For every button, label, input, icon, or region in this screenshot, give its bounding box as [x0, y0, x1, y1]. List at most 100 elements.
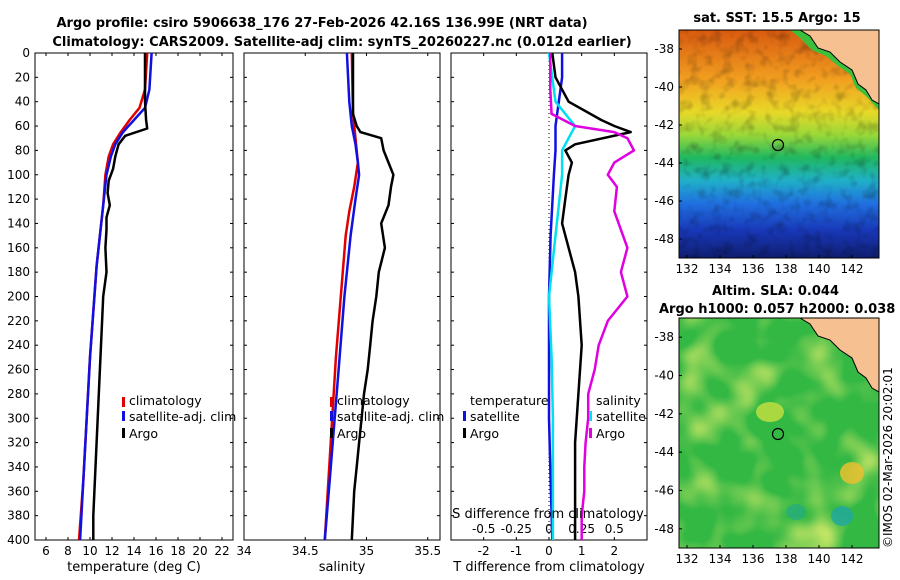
map-lon-tick-label: 142 — [841, 262, 864, 276]
depth-tick-label: 0 — [22, 46, 30, 60]
sst-map-ticks: 132 134 136 138 140 142 -38 -40 -42 -44 -46 -48 — [654, 42, 863, 276]
salinity-legend: climatology satellite-adj. clim Argo — [330, 393, 444, 441]
x-tick-label: -2 — [478, 544, 490, 558]
sla-map-title: Altim. SLA: 0.044 — [712, 284, 839, 299]
x-tick-label: 34.5 — [292, 544, 319, 558]
map-lon-tick-label: 136 — [742, 262, 765, 276]
legend-label-s-argo: Argo — [596, 426, 625, 441]
depth-tick-label: 240 — [7, 338, 30, 352]
map-lat-tick-label: -42 — [654, 118, 674, 132]
s-difference-tick-label: 0.5 — [605, 522, 624, 536]
legend-label-climatology: climatology — [337, 393, 410, 408]
sst-coastline — [799, 30, 879, 105]
map-lat-tick-label: -48 — [654, 232, 674, 246]
x-tick-label: -1 — [510, 544, 522, 558]
map-lat-tick-label: -44 — [654, 156, 674, 170]
legend-label-satellite-adj: satellite-adj. clim — [129, 409, 236, 424]
sla-low-anomaly — [831, 506, 853, 526]
legend-swatch-t-argo — [463, 428, 466, 438]
map-lat-tick-label: -48 — [654, 522, 674, 536]
depth-tick-label: 80 — [15, 143, 30, 157]
temperature-legend: climatology satellite-adj. clim Argo — [122, 393, 236, 441]
x-tick-label: 20 — [192, 544, 207, 558]
sst-map: sat. SST: 15.5 Argo: 15 132 134 136 138 140 1… — [654, 11, 880, 276]
map-lat-tick-label: -46 — [654, 484, 674, 498]
sst-map-title: sat. SST: 15.5 Argo: 15 — [693, 11, 860, 26]
legend-label-climatology: climatology — [129, 393, 202, 408]
legend-swatch-argo — [330, 428, 333, 438]
series-line-satellite-adj-clim — [78, 52, 153, 541]
map-lon-tick-label: 132 — [676, 262, 699, 276]
series-line-argo — [350, 53, 395, 541]
depth-tick-label: 320 — [7, 436, 30, 450]
map-lat-tick-label: -42 — [654, 407, 674, 421]
legend-label-argo: Argo — [129, 426, 158, 441]
legend-label-s-satellite: satellite — [596, 409, 646, 424]
series-line-argo — [92, 53, 149, 540]
depth-tick-label: 200 — [7, 290, 30, 304]
map-lat-tick-label: -38 — [654, 42, 674, 56]
x-tick-label: 18 — [170, 544, 185, 558]
depth-tick-label: 400 — [7, 533, 30, 547]
legend-swatch-t-satellite — [463, 411, 466, 421]
depth-tick-label: 180 — [7, 265, 30, 279]
legend-title-temperature: temperature — [470, 393, 549, 408]
legend-swatch-s-satellite — [589, 411, 592, 421]
legend-label-t-satellite: satellite — [470, 409, 520, 424]
legend-swatch-argo — [122, 428, 125, 438]
legend-swatch-satellite-adj — [330, 411, 333, 421]
sla-high-anomaly — [756, 402, 784, 422]
series-line-salinity-satellite — [547, 52, 577, 540]
legend-swatch-s-argo — [589, 428, 592, 438]
s-difference-tick-label: -0.25 — [501, 522, 532, 536]
x-tick-label: 12 — [104, 544, 119, 558]
legend-label-argo: Argo — [337, 426, 366, 441]
map-lon-tick-label: 132 — [676, 552, 699, 566]
s-difference-axis-label: S difference from climatology — [452, 507, 644, 522]
x-tick-label: 14 — [126, 544, 141, 558]
depth-tick-label: 120 — [7, 192, 30, 206]
x-tick-label: 22 — [214, 544, 229, 558]
sst-map-frame — [678, 29, 880, 259]
difference-legend: temperature satellite Argo salinity sate… — [463, 393, 646, 441]
series-line-climatology — [77, 52, 149, 541]
depth-tick-label: 220 — [7, 314, 30, 328]
x-tick-label: 1 — [578, 544, 586, 558]
depth-tick-label: 260 — [7, 363, 30, 377]
series-line-temperature-satellite — [547, 53, 564, 541]
depth-axis: 0 20 40 60 80 100 120 140 160 180 200 220 240 260 280 3… — [7, 46, 647, 547]
map-lon-tick-label: 138 — [775, 262, 798, 276]
sst-coastal-shelf — [790, 30, 879, 110]
depth-tick-label: 100 — [7, 168, 30, 182]
series-line-salinity-argo — [549, 53, 636, 540]
temperature-plot: 6 8 10 12 14 16 18 20 22 — [42, 52, 230, 558]
map-lon-tick-label: 142 — [841, 552, 864, 566]
map-lat-tick-label: -38 — [654, 330, 674, 344]
map-lon-tick-label: 136 — [742, 552, 765, 566]
depth-tick-label: 60 — [15, 119, 30, 133]
map-lat-tick-label: -46 — [654, 194, 674, 208]
legend-label-t-argo: Argo — [470, 426, 499, 441]
legend-label-satellite-adj: satellite-adj. clim — [337, 409, 444, 424]
map-lon-tick-label: 134 — [709, 262, 732, 276]
argo-location-marker — [771, 138, 785, 152]
map-lon-tick-label: 140 — [808, 552, 831, 566]
depth-tick-label: 160 — [7, 241, 30, 255]
x-tick-label: 6 — [42, 544, 50, 558]
x-tick-label: 34 — [236, 544, 251, 558]
legend-swatch-satellite-adj — [122, 411, 125, 421]
depth-tick-label: 40 — [15, 95, 30, 109]
legend-swatch-climatology — [122, 397, 125, 407]
s-difference-tick-label: -0.5 — [472, 522, 495, 536]
depth-tick-label: 380 — [7, 509, 30, 523]
sla-map: Altim. SLA: 0.044 Argo h1000: 0.057 h200… — [654, 284, 895, 566]
x-tick-label: 2 — [611, 544, 619, 558]
map-lat-tick-label: -40 — [654, 369, 674, 383]
difference-xlabel: T difference from climatology — [452, 560, 645, 575]
figure-title-line2: Climatology: CARS2009. Satellite-adj cli… — [52, 35, 631, 50]
depth-tick-label: 280 — [7, 387, 30, 401]
figure-title-line1: Argo profile: csiro 5906638_176 27-Feb-2… — [56, 16, 587, 31]
salinity-plot: 34 34.5 35 35.5 — [236, 52, 441, 558]
depth-tick-label: 20 — [15, 70, 30, 84]
